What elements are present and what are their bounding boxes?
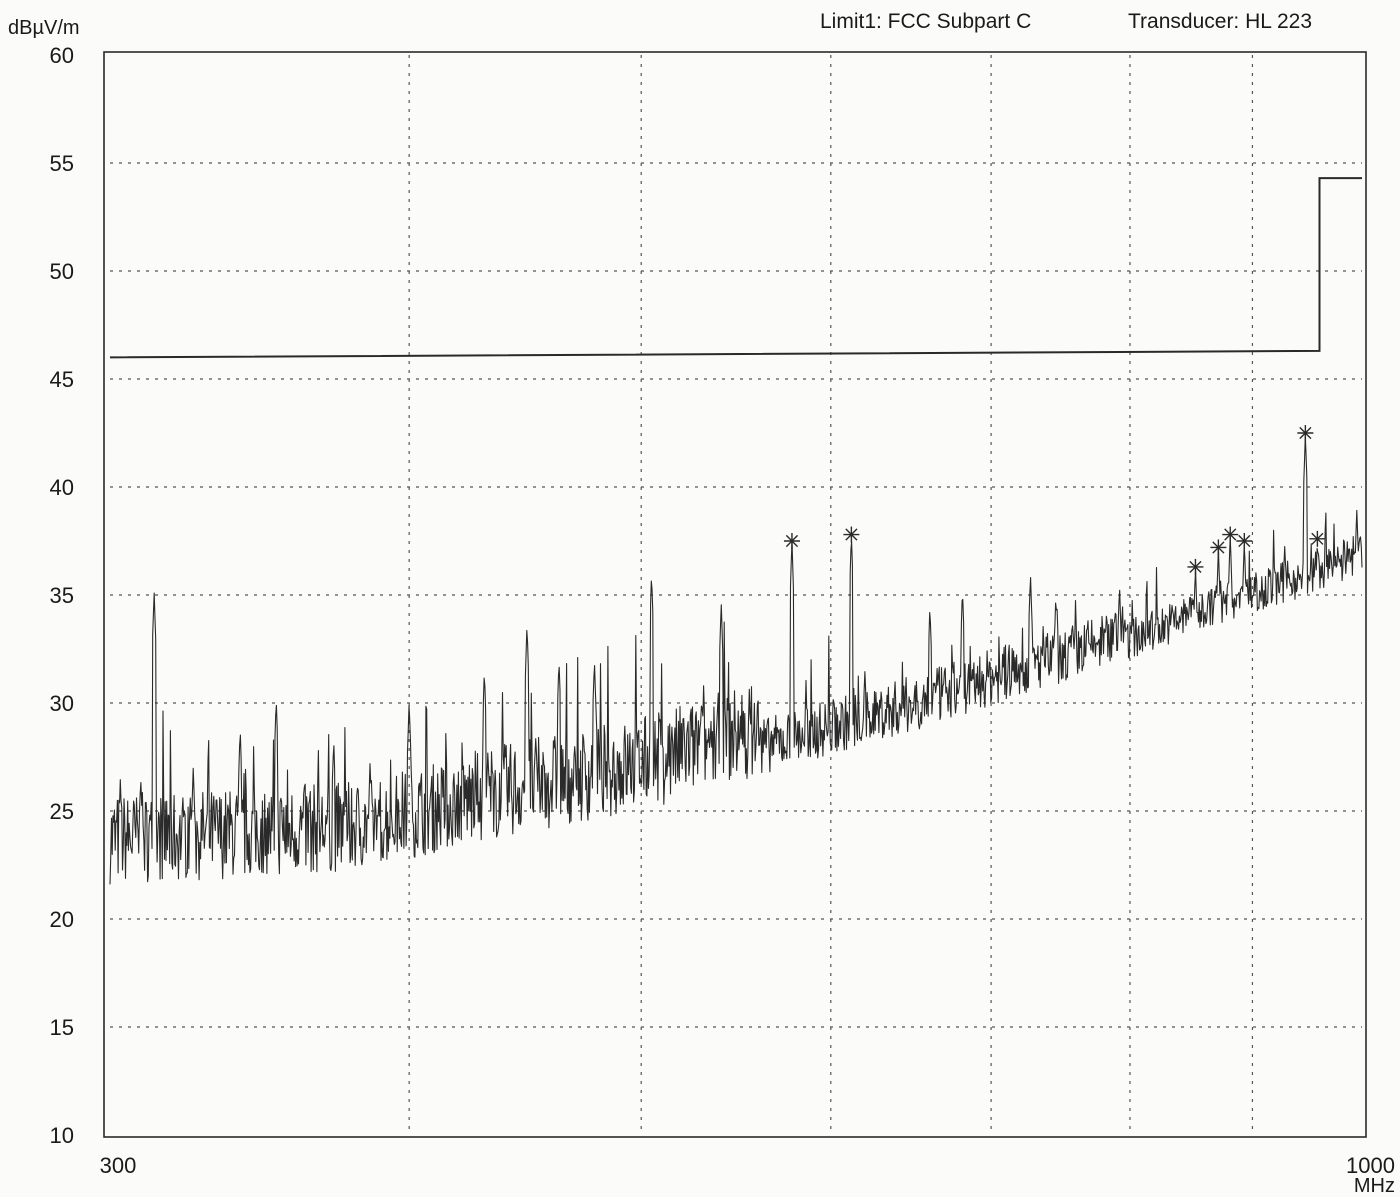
marker-stroke <box>1299 426 1312 440</box>
x-tick-label: 300 <box>100 1153 137 1178</box>
measurement-trace-layer <box>109 434 1363 885</box>
marker-stroke <box>1238 534 1251 548</box>
peak-marker <box>1236 533 1253 549</box>
y-tick-labels: 10 15 20 25 30 35 40 45 50 55 60 <box>50 43 74 1148</box>
peak-marker <box>783 533 800 549</box>
peak-marker <box>843 526 860 543</box>
limit-line-layer <box>109 177 1362 359</box>
peak-marker <box>1210 539 1227 556</box>
y-tick-label: 15 <box>50 1015 74 1040</box>
y-tick-label: 30 <box>50 691 74 716</box>
x-tick-labels: 300 1000 <box>100 1153 1395 1178</box>
limit-label: Limit1: FCC Subpart C <box>820 10 1031 33</box>
peak-markers <box>783 425 1326 575</box>
y-tick-label: 45 <box>50 367 74 392</box>
marker-stroke <box>1224 528 1237 541</box>
transducer-label: Transducer: HL 223 <box>1128 10 1312 33</box>
limit-line <box>109 177 1362 359</box>
y-tick-label: 35 <box>50 583 74 608</box>
peak-marker <box>1297 425 1314 441</box>
x-axis-unit-label: MHz <box>1354 1175 1395 1197</box>
y-tick-label: 60 <box>50 43 74 68</box>
y-tick-label: 40 <box>50 475 74 500</box>
y-tick-label: 20 <box>50 907 74 932</box>
peak-marker <box>1222 526 1239 543</box>
x-tick-label: 1000 <box>1346 1153 1395 1178</box>
grid <box>110 55 1362 1135</box>
y-axis-unit-label: dBµV/m <box>8 17 80 39</box>
plot-frame <box>103 51 1367 1138</box>
peak-marker <box>1187 558 1204 575</box>
peak-marker <box>1309 530 1326 547</box>
y-tick-label: 10 <box>50 1123 74 1148</box>
marker-stroke <box>1212 541 1225 554</box>
y-tick-label: 50 <box>50 259 74 284</box>
measurement-trace <box>109 434 1363 885</box>
marker-stroke <box>785 534 799 548</box>
marker-stroke <box>1311 532 1324 545</box>
y-tick-label: 55 <box>50 151 74 176</box>
marker-stroke <box>1189 560 1202 574</box>
marker-stroke <box>845 528 858 541</box>
y-tick-label: 25 <box>50 799 74 824</box>
